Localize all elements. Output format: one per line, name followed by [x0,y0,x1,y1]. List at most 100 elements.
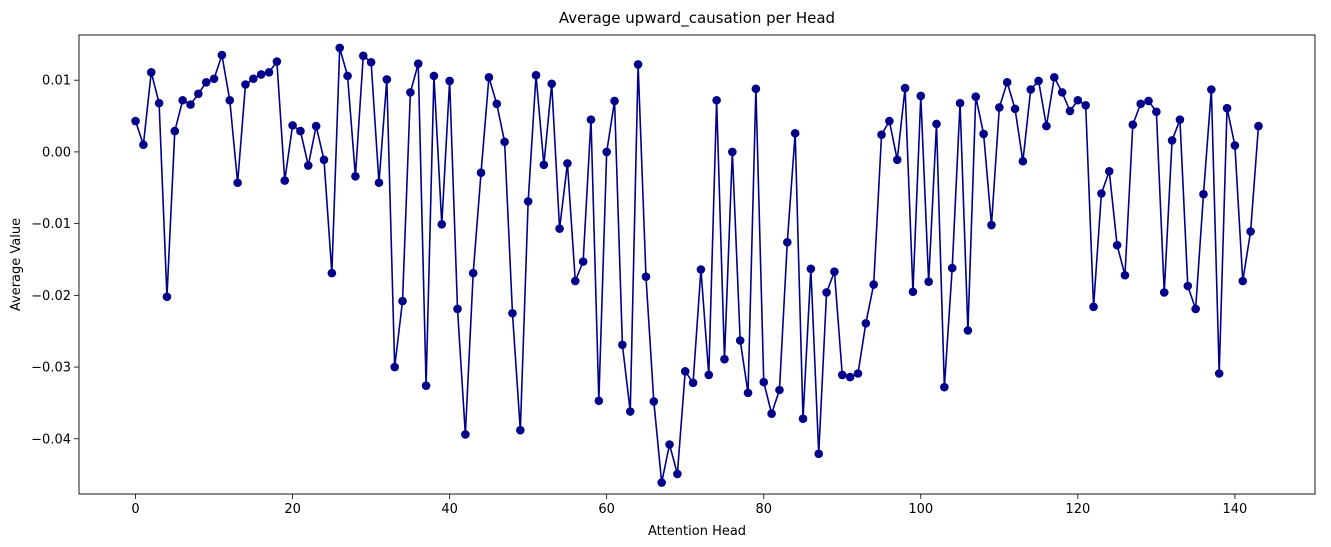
data-point [586,115,596,124]
x-tick-label: 20 [284,502,301,517]
data-point [256,70,266,79]
data-point [1183,281,1193,291]
data-point [673,469,682,479]
data-point [484,73,494,82]
data-point [814,449,824,459]
data-point [327,268,337,278]
data-point [932,119,941,129]
data-point [139,140,148,150]
data-point [146,67,156,77]
data-point [1159,288,1169,297]
data-point [987,220,996,230]
data-point [1104,166,1114,176]
data-point [154,98,164,108]
data-point [830,267,839,276]
data-point [924,277,933,287]
y-tick-label: 0.00 [42,145,71,160]
data-point [720,354,729,364]
data-point [311,121,321,131]
data-point [162,292,172,302]
y-tick-label: −0.02 [31,289,71,304]
data-point [900,83,910,93]
data-point [979,129,988,139]
data-point [217,50,227,60]
data-point [578,257,588,266]
data-point [877,130,886,139]
data-point [1049,73,1059,82]
data-point [319,155,329,165]
data-point [1136,99,1145,109]
data-point [531,70,541,80]
data-point [453,304,462,314]
data-point [413,59,423,68]
data-point [712,95,721,105]
data-point [767,409,776,418]
data-point [1120,270,1130,280]
data-point [1152,107,1161,117]
data-point [241,80,250,89]
data-point [209,74,219,84]
data-point [374,178,384,188]
axes-frame [78,34,1316,495]
data-point [351,171,360,181]
data-point [516,425,525,435]
data-point [508,308,517,318]
data-point [955,98,965,108]
data-point [892,155,902,165]
data-point [783,237,792,247]
data-point [570,276,580,286]
data-point [437,220,447,229]
data-point [523,197,533,206]
data-point [728,147,737,157]
chart-title: Average upward_causation per Head [559,9,835,28]
data-point [625,407,635,416]
data-point [249,74,258,84]
data-point [406,88,415,97]
data-point [735,336,745,345]
data-point [500,137,509,147]
data-point [1002,78,1012,87]
data-point [343,71,352,81]
data-point [798,414,808,424]
data-point [1254,121,1263,131]
data-point [170,126,180,136]
data-point [602,147,611,157]
data-point [304,161,313,170]
data-point [649,397,659,406]
data-point [186,100,195,109]
data-point [461,430,470,439]
data-point [280,176,290,185]
data-point [610,96,619,106]
data-point [1191,304,1200,314]
plot-area: 0 20 40 60 80 100 120 140 −0.04 −0.03 −0.02 −0.01 0.… [31,34,1316,517]
data-point [680,367,690,376]
data-point [264,67,274,77]
data-point [971,92,981,101]
data-point [1222,103,1232,113]
x-tick-label: 140 [1222,502,1247,517]
y-tick-label: −0.04 [31,432,71,447]
data-point [618,340,627,350]
data-point [657,478,666,487]
data-point [382,75,392,84]
data-point [759,377,769,387]
x-axis-label: Attention Head [648,524,746,539]
data-point [366,57,376,67]
data-point [233,178,242,188]
data-point [806,264,816,274]
data-point [131,116,140,126]
data-point [225,95,235,105]
data-point [1073,95,1083,105]
data-point [995,103,1004,112]
data-point [476,168,486,177]
y-tick-label: −0.03 [31,361,71,376]
data-point [822,288,831,297]
data-point [1018,156,1028,166]
data-point [963,326,973,335]
x-tick-label: 40 [441,502,458,517]
data-point [853,369,863,378]
data-point [751,84,761,94]
data-point [398,296,407,306]
